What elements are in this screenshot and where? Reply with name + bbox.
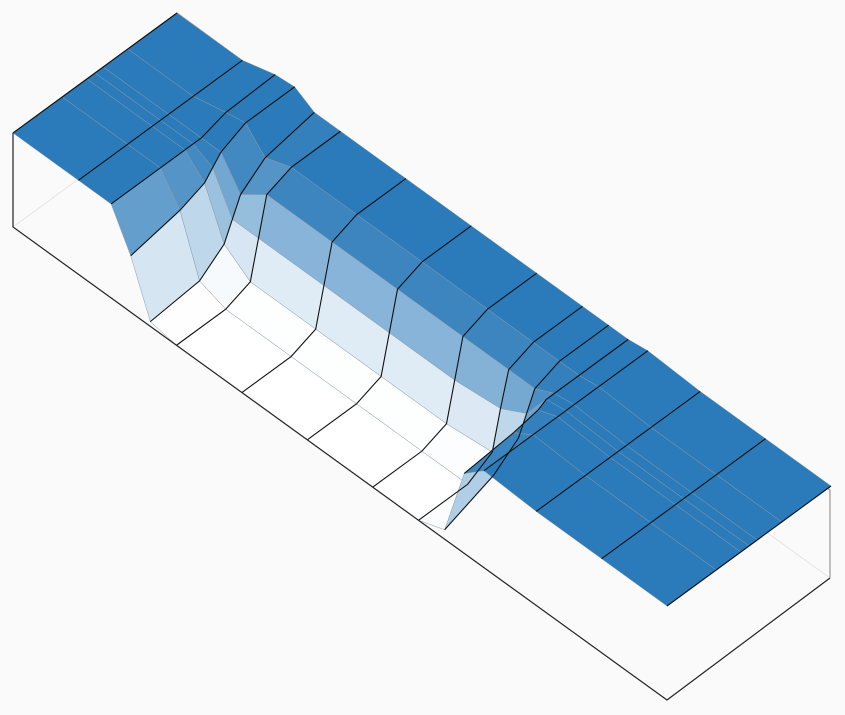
contour-line xyxy=(110,74,276,205)
surface xyxy=(12,12,832,607)
contour-line xyxy=(306,225,472,441)
box-front-edge xyxy=(12,133,831,701)
contour-line xyxy=(535,390,701,512)
contour-line xyxy=(372,272,538,488)
contour-line xyxy=(149,111,315,323)
contour-line xyxy=(483,350,649,472)
contour-line xyxy=(12,12,178,134)
contour-line xyxy=(418,305,583,521)
contour-line xyxy=(241,178,407,393)
contour-line xyxy=(463,338,629,474)
contour-line xyxy=(666,485,832,607)
contour-line xyxy=(176,130,341,346)
contour-line xyxy=(130,86,296,257)
contour-line xyxy=(78,59,243,181)
contour-line xyxy=(444,324,609,531)
contour-line xyxy=(601,438,766,560)
